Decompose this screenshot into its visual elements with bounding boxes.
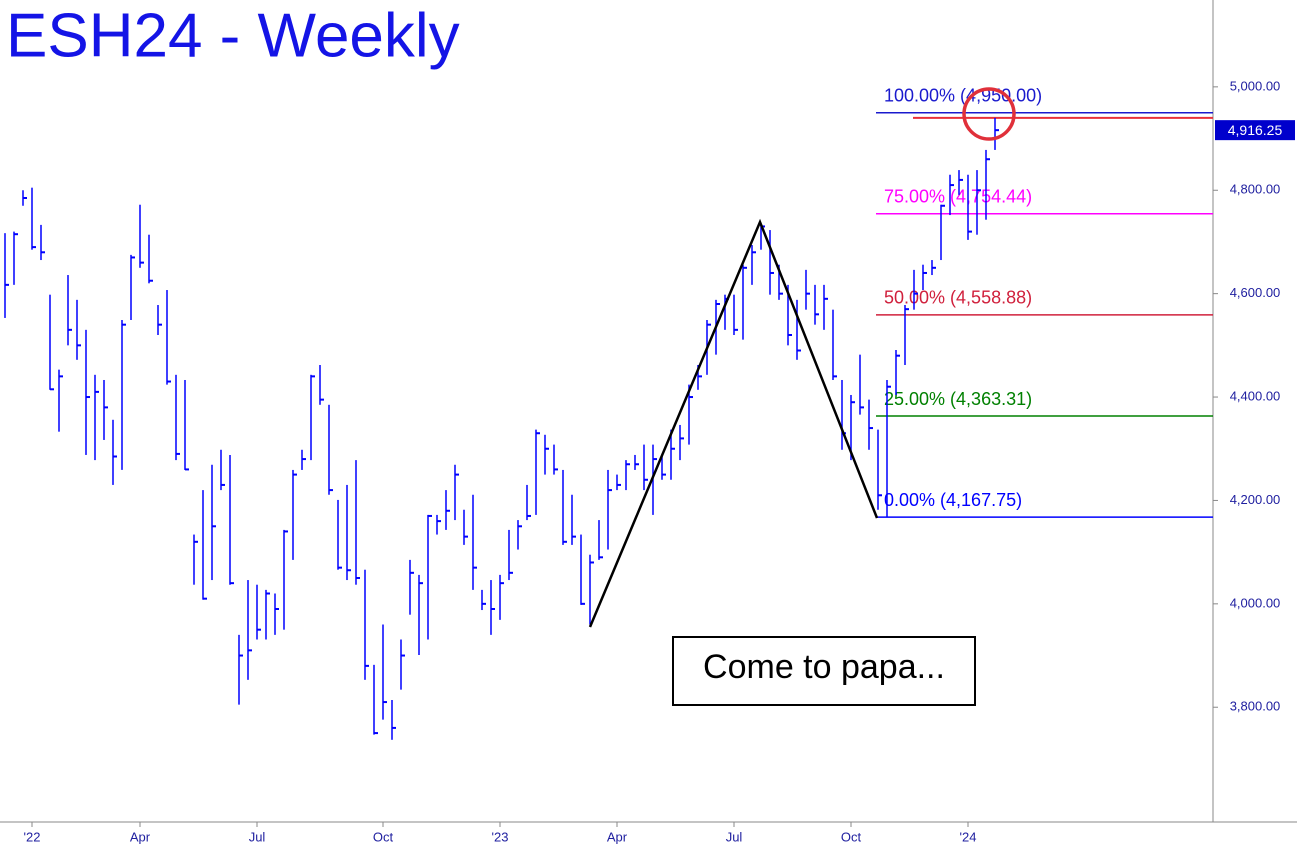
last-price-label: 4,916.25	[1228, 122, 1283, 138]
abc-pattern	[588, 218, 879, 628]
x-tick-label: '22	[24, 829, 41, 844]
y-tick-label: 4,400.00	[1230, 388, 1281, 403]
x-tick-label: Jul	[249, 829, 266, 844]
x-tick-label: '24	[960, 829, 977, 844]
highlight-circle	[962, 87, 1016, 141]
y-tick-label: 4,200.00	[1230, 492, 1281, 507]
x-tick-label: Apr	[130, 829, 151, 844]
level-label: 0.00% (4,167.75)	[884, 490, 1022, 510]
level-label: 100.00% (4,950.00)	[884, 85, 1042, 105]
y-tick-label: 4,000.00	[1230, 595, 1281, 610]
x-tick-label: '23	[492, 829, 509, 844]
plot: 3,800.00 4,000.00 4,200.00 4,400.00 4,600.00…	[4, 78, 1295, 844]
y-tick-label: 4,600.00	[1230, 285, 1281, 300]
annotation: Come to papa...	[703, 648, 945, 686]
annotation-box	[672, 636, 976, 706]
level-label: 25.00% (4,363.31)	[884, 389, 1032, 409]
y-tick-label: 5,000.00	[1230, 78, 1281, 93]
x-tick-label: Apr	[607, 829, 628, 844]
level-label: 50.00% (4,558.88)	[884, 288, 1032, 308]
last-price-box	[1215, 120, 1295, 141]
level-label: 75.00% (4,754.44)	[884, 187, 1032, 207]
x-tick-label: Oct	[841, 829, 862, 844]
x-tick-label: Oct	[373, 829, 394, 844]
chart-title: ESH24 - Weekly	[6, 1, 460, 70]
y-tick-label: 3,800.00	[1230, 699, 1281, 714]
x-tick-label: Jul	[726, 829, 743, 844]
y-tick-label: 4,800.00	[1230, 182, 1281, 197]
